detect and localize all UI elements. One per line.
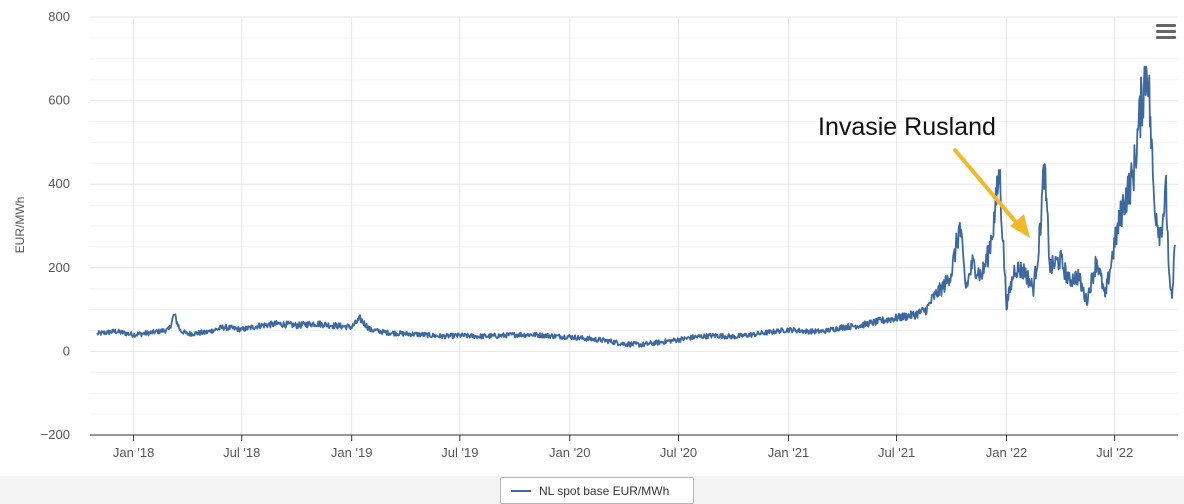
- y-tick-label: 600: [48, 93, 70, 108]
- x-tick-label: Jan '20: [549, 445, 591, 460]
- annotation-arrow-head: [1010, 214, 1030, 238]
- x-tick-label: Jul '18: [223, 445, 260, 460]
- y-tick-label: 0: [63, 343, 70, 358]
- x-tick-label: Jul '20: [660, 445, 697, 460]
- x-tick-label: Jan '21: [768, 445, 810, 460]
- x-tick-label: Jan '22: [986, 445, 1028, 460]
- annotation-text: Invasie Rusland: [818, 113, 996, 141]
- series-line: [96, 65, 1176, 348]
- hamburger-menu-icon[interactable]: [1148, 20, 1176, 42]
- y-tick-label: 400: [48, 176, 70, 191]
- annotation: Invasie Rusland: [818, 113, 1030, 238]
- legend-item[interactable]: NL spot base EUR/MWh: [500, 477, 694, 504]
- y-axis-title: EUR/MWh: [13, 197, 27, 254]
- x-tick-label: Jan '19: [331, 445, 373, 460]
- y-tick-label: −200: [41, 427, 70, 442]
- y-tick-label: 800: [48, 9, 70, 24]
- gridlines: [90, 16, 1178, 436]
- x-tick-label: Jan '18: [113, 445, 155, 460]
- annotation-arrow-shaft: [953, 148, 1022, 229]
- y-tick-label: 200: [48, 260, 70, 275]
- axes: 800 600 400 200 0 −200 Jan '18 Jul '18 Jan '19 Ju…: [41, 9, 1178, 460]
- x-tick-label: Jul '22: [1096, 445, 1133, 460]
- x-tick-label: Jul '21: [878, 445, 915, 460]
- x-tick-label: Jul '19: [441, 445, 478, 460]
- legend-label: NL spot base EUR/MWh: [539, 483, 670, 498]
- legend-swatch: [511, 489, 531, 492]
- line-chart: 800 600 400 200 0 −200 Jan '18 Jul '18 Jan '19 Ju…: [13, 9, 1178, 460]
- series-layer: [96, 65, 1176, 348]
